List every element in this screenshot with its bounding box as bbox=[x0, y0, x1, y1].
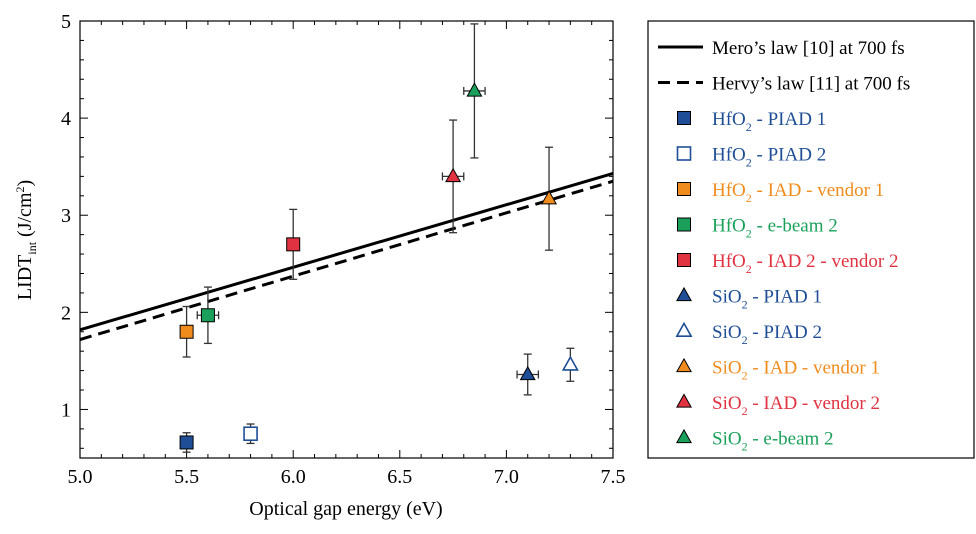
legend-marker bbox=[677, 182, 691, 196]
legend-material: HfO bbox=[712, 109, 746, 130]
ticks-layer: 5.0 5.5 6.0 6.5 7.0 7.5 1 2 3 4 5 bbox=[61, 11, 626, 488]
legend-series-name: - IAD 2 - vendor 2 bbox=[752, 251, 899, 272]
legend-material: HfO bbox=[712, 145, 746, 166]
legend-material: HfO bbox=[712, 180, 746, 201]
legend-label: HfO2 - PIAD 2 bbox=[712, 145, 826, 170]
legend-material: HfO bbox=[712, 251, 746, 272]
legend-series-name: - PIAD 2 bbox=[748, 322, 822, 343]
y-axis-title-group: LIDTint (J/cm2) bbox=[13, 180, 39, 300]
legend-material: SiO bbox=[712, 322, 742, 343]
legend-label: SiO2 - e-beam 2 bbox=[712, 429, 834, 454]
legend-subscript: 2 bbox=[746, 156, 752, 170]
legend-series-name: - IAD - vendor 1 bbox=[752, 180, 884, 201]
legend-series-name: - PIAD 2 bbox=[752, 145, 826, 166]
y-tick-label: 4 bbox=[61, 108, 71, 130]
x-tick-label: 7.5 bbox=[601, 466, 626, 488]
data-point bbox=[200, 308, 215, 323]
legend-label: SiO2 - IAD - vendor 1 bbox=[712, 358, 880, 383]
data-point bbox=[561, 355, 579, 371]
y-tick-label: 2 bbox=[61, 302, 71, 324]
x-tick-label: 7.0 bbox=[494, 466, 519, 488]
legend: Mero’s law [10] at 700 fs Hervy’s law [11… bbox=[658, 38, 910, 454]
legend-subscript: 2 bbox=[742, 404, 748, 418]
hervy-law-line bbox=[79, 179, 614, 341]
legend-series-name: - e-beam 2 bbox=[748, 429, 834, 450]
legend-marker bbox=[677, 111, 691, 125]
legend-marker bbox=[675, 428, 693, 444]
plot-frame bbox=[79, 20, 614, 459]
y-tick-label: 5 bbox=[61, 11, 71, 33]
legend-series-name: - e-beam 2 bbox=[752, 216, 838, 237]
legend-label: SiO2 - PIAD 1 bbox=[712, 287, 822, 312]
legend-material: HfO bbox=[712, 216, 746, 237]
legend-frame bbox=[647, 20, 975, 459]
legend-material: SiO bbox=[712, 429, 742, 450]
legend-subscript: 2 bbox=[746, 227, 752, 241]
legend-subscript: 2 bbox=[746, 262, 752, 276]
legend-material: SiO bbox=[712, 393, 742, 414]
y-axis-title-unit: (J/cm bbox=[14, 192, 36, 242]
x-tick-label: 5.5 bbox=[174, 466, 199, 488]
legend-subscript: 2 bbox=[746, 191, 752, 205]
x-axis-title: Optical gap energy (eV) bbox=[249, 498, 442, 520]
y-axis-title-close: ) bbox=[14, 180, 36, 187]
legend-marker bbox=[677, 253, 691, 267]
legend-marker bbox=[675, 321, 693, 337]
legend-subscript: 2 bbox=[742, 333, 748, 347]
data-point bbox=[541, 190, 558, 205]
legend-marker bbox=[677, 217, 691, 232]
legend-series-name: - IAD - vendor 1 bbox=[748, 358, 880, 379]
y-tick-label: 3 bbox=[61, 205, 71, 227]
legend-series-name: - PIAD 1 bbox=[748, 287, 822, 308]
data-point bbox=[445, 167, 462, 183]
y-axis-title: LIDTint (J/cm2) bbox=[13, 180, 39, 300]
legend-subscript: 2 bbox=[746, 120, 752, 134]
legend-series-name: - IAD - vendor 2 bbox=[748, 393, 880, 414]
data-point bbox=[519, 365, 536, 381]
x-tick-label: 5.0 bbox=[68, 466, 93, 488]
mero-law-line bbox=[79, 172, 614, 332]
legend-subscript: 2 bbox=[742, 298, 748, 312]
legend-label: HfO2 - e-beam 2 bbox=[712, 216, 838, 241]
legend-label: SiO2 - IAD - vendor 2 bbox=[712, 393, 880, 418]
legend-label: Mero’s law [10] at 700 fs bbox=[712, 38, 905, 59]
data-point bbox=[179, 435, 194, 450]
legend-label: HfO2 - IAD - vendor 1 bbox=[712, 180, 884, 205]
data-point bbox=[286, 237, 301, 252]
data-point bbox=[243, 426, 258, 442]
x-tick-label: 6.5 bbox=[387, 466, 412, 488]
legend-marker bbox=[675, 286, 693, 302]
legend-label: HfO2 - IAD 2 - vendor 2 bbox=[712, 251, 898, 276]
legend-material: SiO bbox=[712, 287, 742, 308]
data-point bbox=[466, 82, 483, 97]
legend-label: SiO2 - PIAD 2 bbox=[712, 322, 822, 347]
legend-label: HfO2 - PIAD 1 bbox=[712, 109, 826, 134]
y-tick-label: 1 bbox=[61, 399, 71, 421]
legend-marker bbox=[675, 357, 693, 373]
errorbars-layer bbox=[182, 23, 575, 453]
legend-subscript: 2 bbox=[742, 369, 748, 383]
lines-layer bbox=[79, 172, 614, 341]
x-tick-label: 6.0 bbox=[281, 466, 306, 488]
legend-label: Hervy’s law [11] at 700 fs bbox=[712, 74, 910, 95]
data-point bbox=[179, 324, 194, 339]
y-axis-title-sup: 2 bbox=[13, 187, 27, 193]
markers-layer bbox=[179, 82, 579, 450]
legend-subscript: 2 bbox=[742, 440, 748, 454]
legend-series-name: - PIAD 1 bbox=[752, 109, 826, 130]
legend-material: SiO bbox=[712, 358, 742, 379]
legend-marker bbox=[676, 146, 692, 161]
y-axis-title-main: LIDT bbox=[14, 255, 36, 301]
legend-marker bbox=[675, 393, 693, 408]
y-axis-title-sub: int bbox=[25, 241, 39, 254]
